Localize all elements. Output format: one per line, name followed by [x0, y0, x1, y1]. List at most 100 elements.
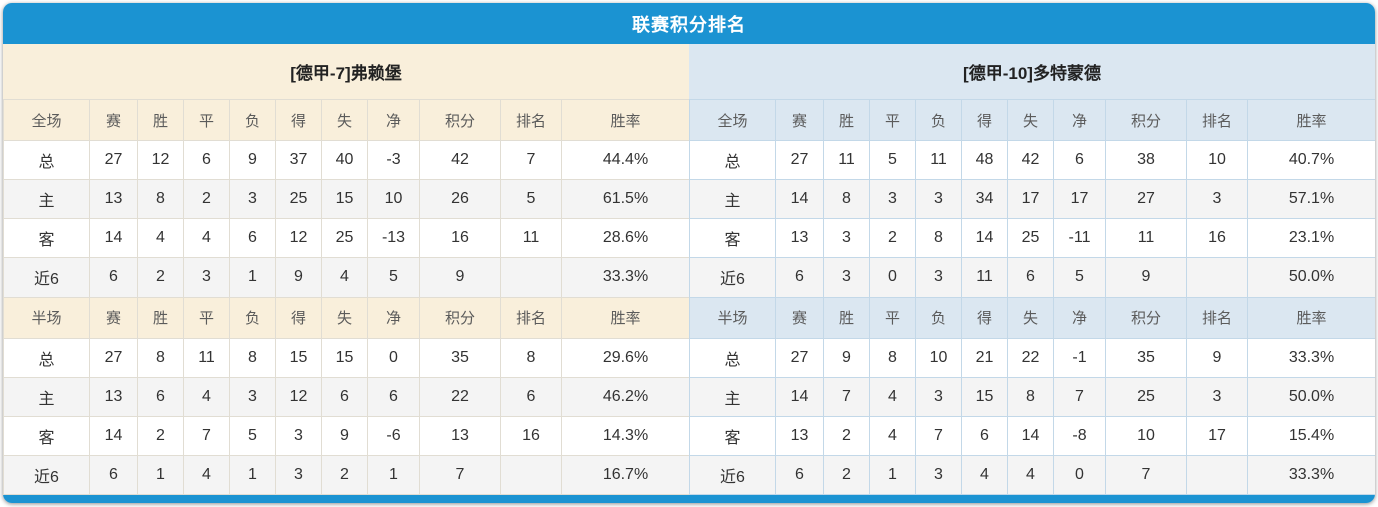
- rate-cell: 29.6%: [561, 337, 690, 378]
- column-header-cell: 得: [961, 99, 1008, 141]
- stat-cell: 6: [367, 376, 420, 417]
- stat-cell: 4: [321, 257, 368, 298]
- column-header-cell: 负: [229, 99, 276, 141]
- row-label: 总: [3, 139, 90, 181]
- stat-cell: 48: [961, 139, 1008, 181]
- points-cell: 11: [1105, 218, 1187, 259]
- row-label: 客: [689, 218, 776, 259]
- stat-cell: 17: [1007, 179, 1054, 220]
- column-header-cell: 胜: [137, 296, 184, 339]
- scope-header-cell: 全场: [3, 99, 90, 141]
- column-header-cell: 赛: [775, 296, 824, 339]
- row-label: 主: [689, 376, 776, 417]
- stat-cell: 10: [915, 337, 962, 378]
- column-header-cell: 积分: [419, 296, 501, 339]
- stat-cell: 8: [229, 337, 276, 378]
- stat-cell: 34: [961, 179, 1008, 220]
- stat-cell: 9: [321, 415, 368, 456]
- stat-cell: 5: [367, 257, 420, 298]
- stat-cell: 6: [961, 415, 1008, 456]
- stat-cell: 42: [1007, 139, 1054, 181]
- table-row: 主 13 8 2 3 25 15 10 26 5 61.5%: [3, 179, 690, 220]
- stat-cell: 21: [961, 337, 1008, 378]
- row-label: 近6: [689, 257, 776, 298]
- stat-cell: 5: [869, 139, 916, 181]
- stat-cell: 8: [137, 179, 184, 220]
- column-header-cell: 平: [183, 99, 230, 141]
- points-cell: 10: [1105, 415, 1187, 456]
- stat-cell: 14: [775, 179, 824, 220]
- rate-cell: 50.0%: [1247, 257, 1375, 298]
- stat-cell: 1: [869, 454, 916, 496]
- stat-cell: 6: [89, 454, 138, 496]
- stat-cell: 11: [961, 257, 1008, 298]
- rank-cell: 3: [1186, 179, 1248, 220]
- points-cell: 42: [419, 139, 501, 181]
- stat-cell: 25: [275, 179, 322, 220]
- team-name-left: [德甲-7]弗赖堡: [3, 44, 689, 99]
- stat-cell: -8: [1053, 415, 1106, 456]
- team-tables-container: [德甲-7]弗赖堡 全场赛胜平负得失净积分 排名 胜率总 27 12 6 9 37 40 -3 42…: [3, 44, 1375, 496]
- stat-cell: 13: [775, 415, 824, 456]
- stat-cell: 11: [823, 139, 870, 181]
- points-cell: 9: [1105, 257, 1187, 298]
- column-header-cell: 平: [869, 99, 916, 141]
- column-header-row: 半场赛胜平负得失净积分 排名 胜率: [689, 296, 1375, 339]
- column-header-cell: 排名: [1186, 296, 1248, 339]
- stat-cell: 40: [321, 139, 368, 181]
- stat-cell: 6: [229, 218, 276, 259]
- rank-cell: [1186, 257, 1248, 298]
- column-header-cell: 得: [961, 296, 1008, 339]
- table-row: 主 14 7 4 3 15 8 7 25 3 50.0%: [689, 376, 1375, 417]
- stat-cell: 3: [915, 257, 962, 298]
- stat-cell: 27: [775, 139, 824, 181]
- stat-cell: 5: [1053, 257, 1106, 298]
- stat-cell: 3: [229, 376, 276, 417]
- stat-cell: 12: [275, 218, 322, 259]
- stat-cell: -3: [367, 139, 420, 181]
- table-row: 近6 6 2 3 1 9 4 5 9 33.3%: [3, 257, 690, 298]
- stat-cell: 4: [1007, 454, 1054, 496]
- rank-cell: [500, 454, 562, 496]
- stat-cell: 14: [775, 376, 824, 417]
- table-row: 总 27 12 6 9 37 40 -3 42 7 44.4%: [3, 139, 690, 181]
- stat-cell: 8: [869, 337, 916, 378]
- points-cell: 22: [419, 376, 501, 417]
- team-name-right: [德甲-10]多特蒙德: [689, 44, 1375, 99]
- rate-cell: 23.1%: [1247, 218, 1375, 259]
- rank-cell: [500, 257, 562, 298]
- stat-cell: 8: [823, 179, 870, 220]
- rate-cell: 14.3%: [561, 415, 690, 456]
- stat-cell: 6: [1053, 139, 1106, 181]
- stat-cell: 3: [229, 179, 276, 220]
- stat-cell: 4: [183, 218, 230, 259]
- rate-cell: 40.7%: [1247, 139, 1375, 181]
- stat-cell: 0: [367, 337, 420, 378]
- rank-cell: 8: [500, 337, 562, 378]
- stat-cell: 1: [229, 257, 276, 298]
- column-header-cell: 胜率: [1247, 99, 1375, 141]
- stat-cell: 0: [869, 257, 916, 298]
- stat-cell: 5: [229, 415, 276, 456]
- table-row: 总 27 11 5 11 48 42 6 38 10 40.7%: [689, 139, 1375, 181]
- stat-cell: 27: [89, 337, 138, 378]
- column-header-cell: 胜: [823, 296, 870, 339]
- column-header-cell: 胜: [823, 99, 870, 141]
- league-standings-widget: 联赛积分排名 [德甲-7]弗赖堡 全场赛胜平负得失净积分 排名 胜率总 27 12 6 9 3…: [3, 3, 1375, 503]
- points-cell: 35: [1105, 337, 1187, 378]
- scope-header-cell: 半场: [3, 296, 90, 339]
- stat-cell: 4: [183, 454, 230, 496]
- stat-cell: 9: [275, 257, 322, 298]
- column-header-row: 半场赛胜平负得失净积分 排名 胜率: [3, 296, 690, 339]
- stat-cell: 12: [275, 376, 322, 417]
- stats-table-right: 全场赛胜平负得失净积分 排名 胜率总 27 11 5 11 48 42 6 38 10 40.7% 主 14…: [689, 99, 1375, 496]
- row-label: 近6: [3, 257, 90, 298]
- stat-cell: 1: [367, 454, 420, 496]
- column-header-cell: 得: [275, 99, 322, 141]
- widget-title: 联赛积分排名: [3, 3, 1375, 44]
- stat-cell: 13: [89, 376, 138, 417]
- stat-cell: 14: [89, 415, 138, 456]
- row-label: 主: [689, 179, 776, 220]
- stat-cell: 4: [961, 454, 1008, 496]
